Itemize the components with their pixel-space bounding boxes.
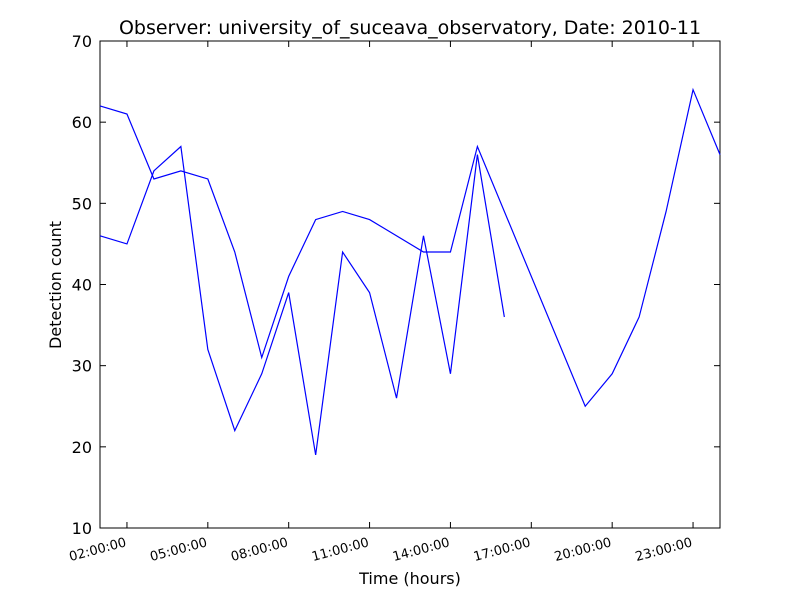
y-axis-label: Detection count <box>46 221 65 349</box>
y-tick-label: 10 <box>72 519 92 538</box>
chart-title: Observer: university_of_suceava_observat… <box>119 17 701 39</box>
y-tick-label: 20 <box>72 438 92 457</box>
y-tick-label: 50 <box>72 194 92 213</box>
series-line <box>99 87 721 408</box>
series-line <box>99 145 505 456</box>
y-tick-label: 30 <box>72 357 92 376</box>
y-tick-label: 60 <box>72 113 92 132</box>
y-tick-label: 40 <box>72 276 92 295</box>
x-axis-label: Time (hours) <box>358 569 461 588</box>
y-tick-label: 70 <box>72 32 92 51</box>
